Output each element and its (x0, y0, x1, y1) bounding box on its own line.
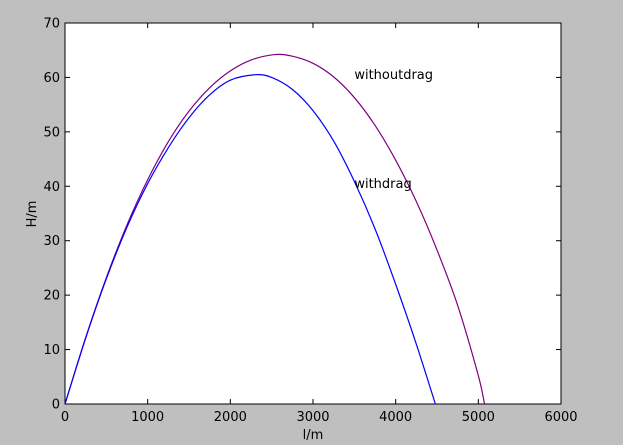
x-tick-label: 5000 (462, 410, 495, 425)
y-tick-label: 40 (43, 180, 60, 195)
x-tick-label: 3000 (296, 410, 329, 425)
y-tick-label: 30 (43, 234, 60, 249)
x-tick-label: 4000 (379, 410, 412, 425)
x-axis-label: l/m (303, 428, 324, 443)
x-tick-label: 2000 (214, 410, 247, 425)
series-line-withoutdrag (64, 53, 486, 405)
x-tick-label: 1000 (131, 410, 164, 425)
plot-area (64, 22, 562, 405)
y-tick-label: 70 (43, 17, 60, 32)
y-tick-label: 10 (43, 343, 60, 358)
y-tick-label: 20 (43, 289, 60, 304)
annotation-layer: withoutdrag withdrag (354, 68, 433, 192)
axis-ticks: 0 1000 2000 3000 4000 5000 6000 0 10 20 30 40 50 60 70 (43, 17, 577, 426)
x-tick-label: 0 (61, 410, 69, 425)
y-axis-label: H/m (25, 201, 40, 228)
annotation-withoutdrag: withoutdrag (354, 68, 433, 83)
y-tick-label: 60 (43, 71, 60, 86)
x-tick-label: 6000 (544, 410, 577, 425)
series-layer (64, 53, 486, 405)
y-tick-label: 50 (43, 125, 60, 140)
series-line-withdrag (64, 73, 436, 405)
y-tick-label: 0 (52, 398, 60, 413)
annotation-withdrag: withdrag (354, 177, 411, 192)
